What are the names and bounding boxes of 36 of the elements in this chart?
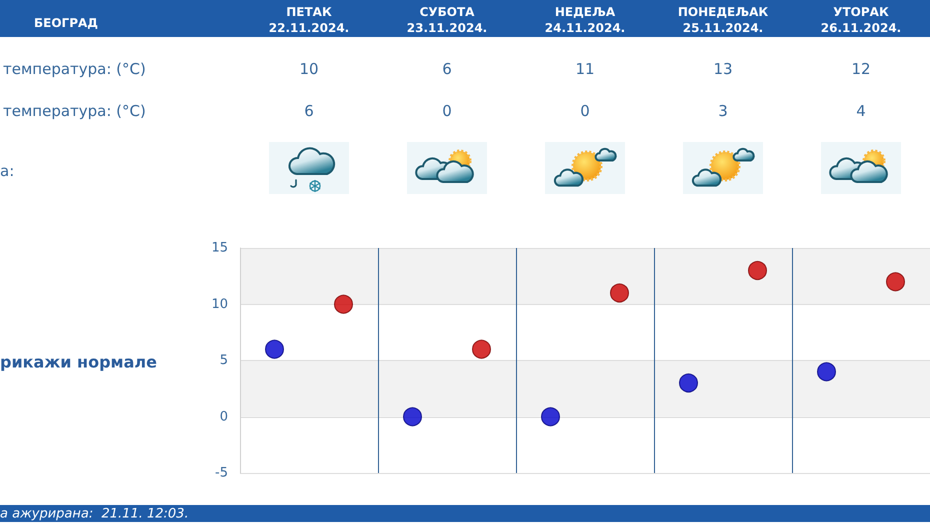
data-label: 3 <box>718 102 728 120</box>
point <box>265 340 284 359</box>
data-label: 0 <box>580 102 590 120</box>
text: ПОНЕДЕЉАК 25.11.2024. <box>678 5 768 35</box>
data-label: 6 <box>304 102 314 120</box>
point <box>679 374 698 392</box>
text: УТОРАК 26.11.2024. <box>820 5 902 35</box>
text: ПЕТАК 22.11.2024. <box>268 5 350 35</box>
point <box>472 340 491 359</box>
text: БЕОГРАД <box>34 16 98 30</box>
text: НЕДЕЉА 24.11.2024. <box>544 5 626 35</box>
data-label: 10 <box>299 60 319 78</box>
point <box>403 407 422 426</box>
data-label: 4 <box>856 102 866 120</box>
y-tick-label: 15 <box>211 240 228 256</box>
point <box>610 284 629 302</box>
y-tick-label: 0 <box>220 409 228 424</box>
text: а ажурирана: 21.11. 12:03. <box>0 506 189 522</box>
data-label: 12 <box>851 60 871 78</box>
text: рикажи нормале <box>0 352 158 372</box>
point <box>541 407 560 426</box>
y-tick-label: 5 <box>220 353 228 368</box>
y-tick-label: 10 <box>211 296 228 312</box>
text: а: <box>0 162 14 180</box>
point <box>886 272 905 292</box>
point <box>817 362 836 382</box>
y-tick-label: -5 <box>215 466 228 480</box>
data-label: 11 <box>575 60 595 78</box>
text: температура: (°C) <box>3 102 146 120</box>
data-label: 0 <box>442 102 452 120</box>
text: СУБОТА 23.11.2024. <box>406 5 488 35</box>
data-label: 6 <box>442 60 452 78</box>
data-label: 13 <box>713 60 733 78</box>
point <box>748 261 767 280</box>
text: температура: (°C) <box>3 60 146 78</box>
point <box>334 294 353 314</box>
